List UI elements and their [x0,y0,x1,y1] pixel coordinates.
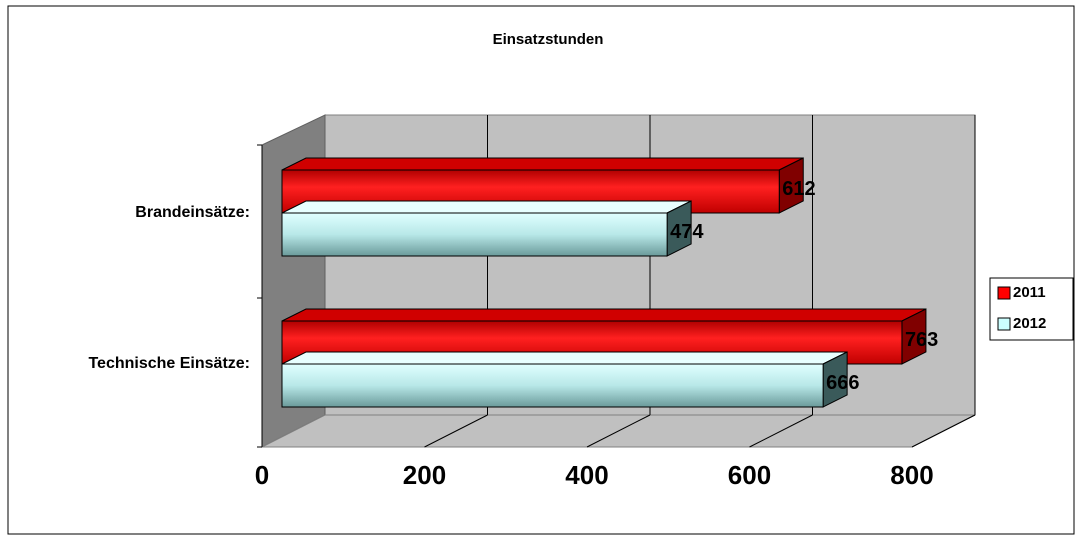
floor-grid-line [749,414,813,448]
value-label: 612 [782,178,815,200]
bar-top [281,157,804,171]
floor-grid-line [424,414,488,448]
chart-title: Einsatzstunden [493,31,604,48]
x-tick-label: 800 [890,460,933,490]
bar-top [281,200,692,214]
legend-swatch [997,317,1011,331]
x-tick-label: 200 [403,460,446,490]
floor-grid-line [586,414,651,448]
legend-label: 2012 [1013,315,1046,332]
value-label: 666 [826,372,859,394]
bar [281,212,668,257]
legend-label: 2011 [1013,284,1046,301]
bar [281,363,824,408]
value-label: 763 [905,329,938,351]
x-tick-label: 600 [728,460,771,490]
bar-top [281,351,848,365]
bar-top [281,308,927,322]
x-tick-label: 0 [255,460,269,490]
x-tick-label: 400 [565,460,608,490]
value-label: 474 [670,221,704,243]
y-tick-label: Technische Einsätze: [88,355,250,372]
floor-grid-line [911,414,976,448]
legend-swatch [997,286,1011,300]
y-tick-label: Brandeinsätze: [135,204,250,221]
